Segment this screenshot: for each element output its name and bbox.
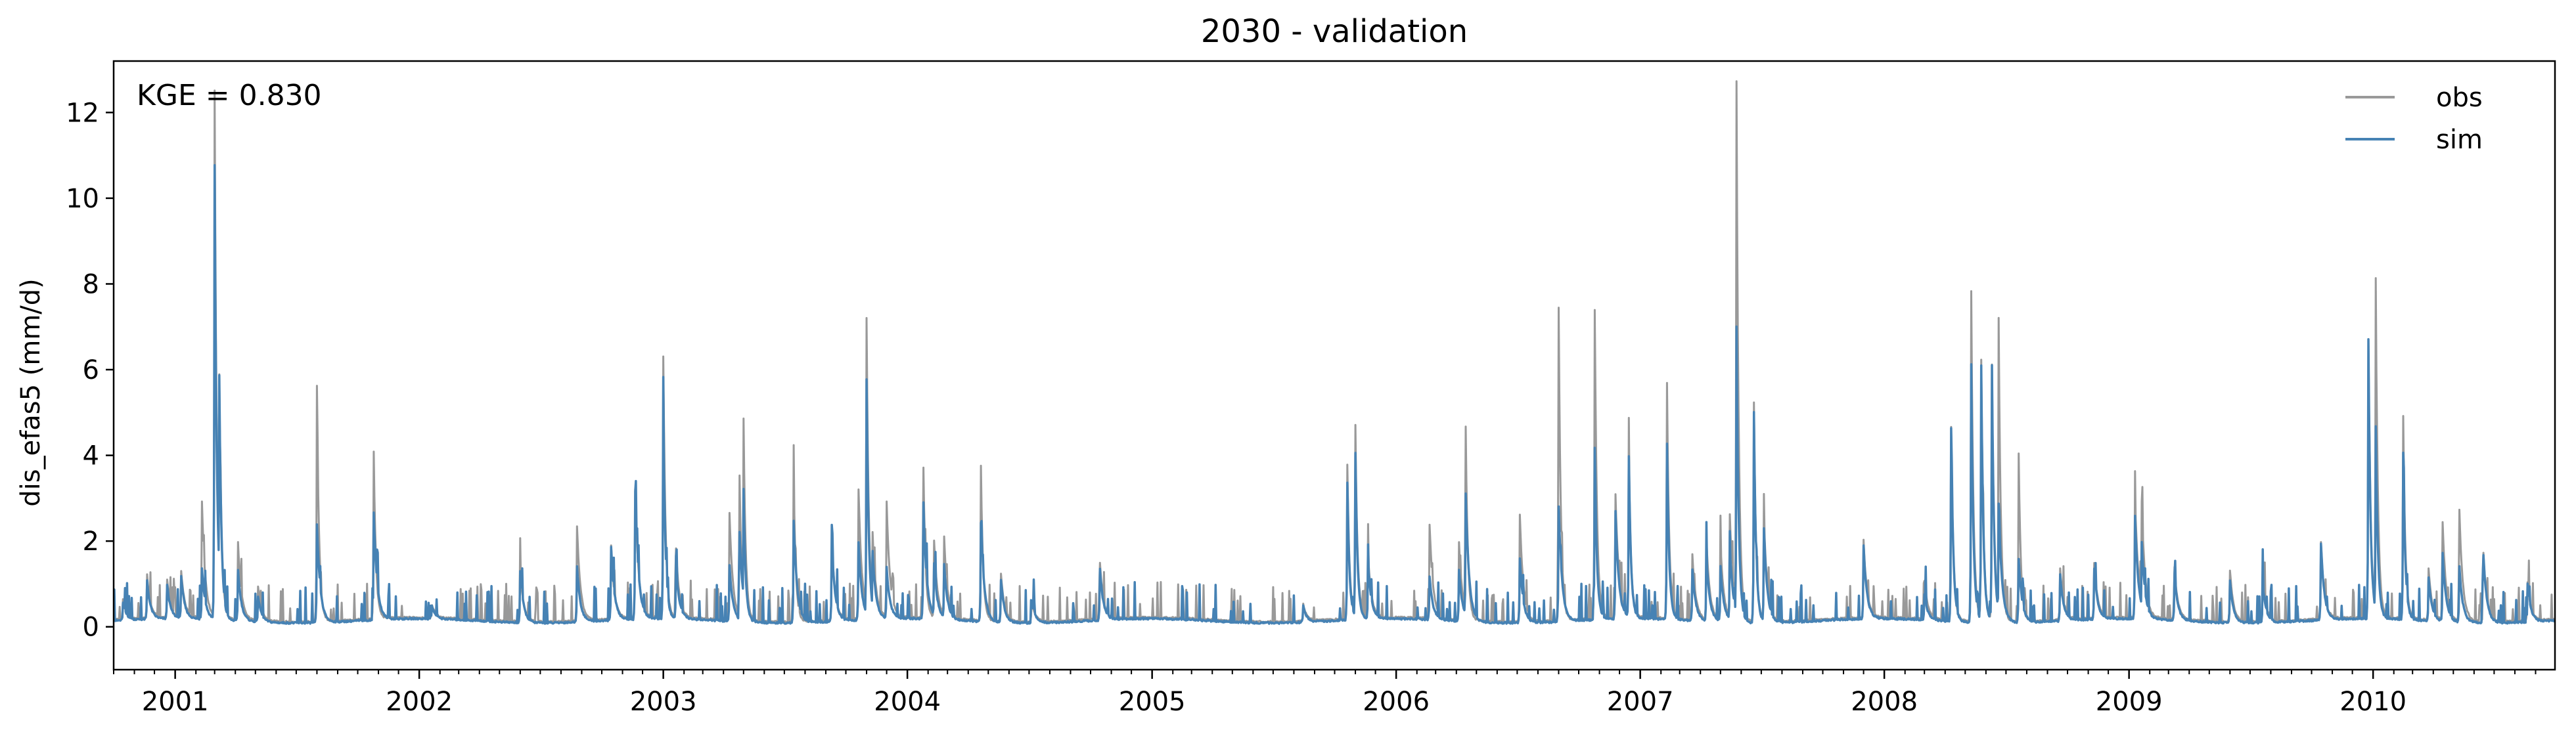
- x-tick-label: 2002: [386, 687, 453, 717]
- x-tick-label: 2006: [1363, 687, 1430, 717]
- legend-label-obs: obs: [2436, 83, 2483, 113]
- series-layer: [114, 80, 2555, 625]
- legend-label-sim: sim: [2436, 125, 2483, 155]
- x-tick-label: 2008: [1851, 687, 1918, 717]
- y-tick-label: 12: [66, 98, 99, 128]
- x-tick-label: 2004: [874, 687, 941, 717]
- y-tick-label: 10: [66, 184, 99, 214]
- y-axis-label: dis_efas5 (mm/d): [16, 278, 46, 507]
- x-axis-ticks: 2001 2002 2003 2004 2005 2006 2007 2008 2009 2010: [113, 670, 2537, 717]
- chart-title: 2030 - validation: [1201, 13, 1468, 50]
- x-tick-label: 2003: [630, 687, 697, 717]
- y-tick-label: 4: [83, 441, 99, 471]
- legend: obs sim: [2345, 83, 2483, 155]
- y-tick-label: 0: [83, 613, 99, 643]
- y-tick-label: 6: [83, 355, 99, 385]
- x-tick-label: 2009: [2096, 687, 2163, 717]
- x-tick-label: 2001: [142, 687, 209, 717]
- x-tick-label: 2010: [2339, 687, 2407, 717]
- x-tick-label: 2005: [1119, 687, 1186, 717]
- series-line-sim: [114, 163, 2555, 625]
- y-axis-ticks: 0 2 4 6 8 10 12: [66, 98, 114, 643]
- y-tick-label: 8: [83, 269, 99, 299]
- y-tick-label: 2: [83, 527, 99, 557]
- x-tick-label: 2007: [1607, 687, 1674, 717]
- kge-annotation: KGE = 0.830: [137, 79, 322, 112]
